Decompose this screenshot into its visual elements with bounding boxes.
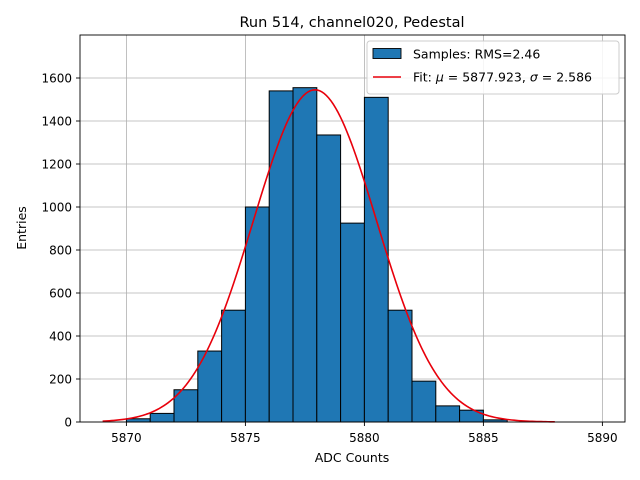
histogram-bar <box>149 412 175 423</box>
y-tick-label: 0 <box>64 415 72 429</box>
chart-title: Run 514, channel020, Pedestal <box>239 15 464 31</box>
x-tick-label: 5880 <box>349 431 380 445</box>
y-axis-label: Entries <box>14 206 29 250</box>
x-axis-label: ADC Counts <box>315 450 390 465</box>
histogram-bar <box>221 309 246 423</box>
histogram-bar <box>244 206 270 423</box>
y-tick-label: 400 <box>49 329 72 343</box>
histogram-bars <box>125 87 508 423</box>
plot-frame <box>79 34 626 423</box>
legend-box <box>366 40 620 95</box>
histogram-bar <box>340 222 365 423</box>
histogram-bar <box>292 87 318 423</box>
histogram-bar <box>125 418 151 423</box>
legend-label-samples: Samples: RMS=2.46 <box>413 47 540 62</box>
y-tick-label: 1000 <box>41 200 72 214</box>
y-tick-label: 800 <box>49 243 72 257</box>
y-tick-label: 1600 <box>41 71 72 85</box>
histogram-bar <box>435 405 461 423</box>
histogram-bar <box>387 309 413 423</box>
histogram-bar <box>316 134 342 423</box>
fit-curve <box>102 89 555 423</box>
x-ticks: 5870 5875 5880 5885 5890 <box>111 422 618 445</box>
histogram-bar <box>268 90 294 423</box>
histogram-bar <box>363 96 389 423</box>
x-tick-label: 5890 <box>587 431 618 445</box>
y-ticks: 0 200 400 600 800 1000 1200 1400 1600 <box>41 71 80 429</box>
y-tick-label: 1200 <box>41 157 72 171</box>
y-tick-label: 600 <box>49 286 72 300</box>
y-tick-label: 200 <box>49 372 72 386</box>
y-tick-label: 1400 <box>41 114 72 128</box>
x-tick-label: 5885 <box>468 431 499 445</box>
legend-swatch-samples <box>372 48 402 59</box>
x-tick-label: 5870 <box>111 431 142 445</box>
legend-label-fit: Fit: μ = 5877.923, σ = 2.586 <box>413 70 592 85</box>
histogram-bar <box>411 380 437 423</box>
x-tick-label: 5875 <box>230 431 261 445</box>
legend: Samples: RMS=2.46 Fit: μ = 5877.923, σ =… <box>366 40 620 95</box>
